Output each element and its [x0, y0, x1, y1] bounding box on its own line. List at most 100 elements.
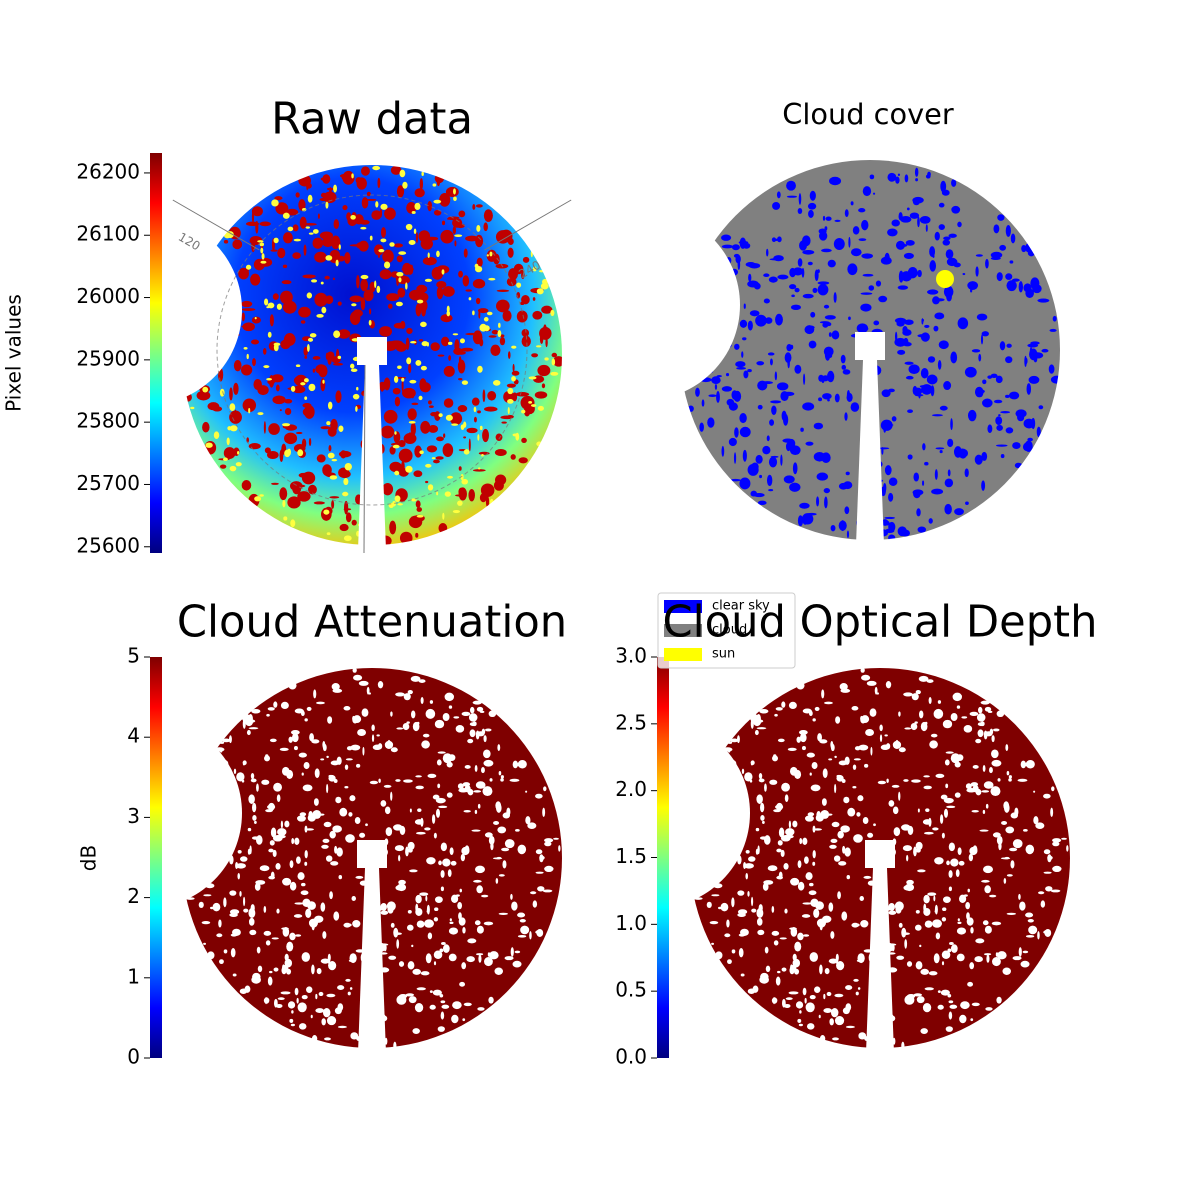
sky-feature — [440, 842, 447, 852]
sky-feature — [819, 1035, 826, 1043]
sky-feature — [799, 240, 808, 251]
colorbar-tick-label: 3 — [127, 804, 140, 828]
sky-feature — [816, 496, 820, 507]
sky-feature — [756, 908, 764, 919]
sky-feature — [394, 495, 401, 502]
sky-feature — [223, 949, 228, 954]
sky-feature — [205, 442, 213, 448]
sky-feature — [841, 364, 847, 370]
sky-feature — [412, 968, 422, 975]
sky-feature — [377, 177, 381, 189]
sky-feature — [996, 710, 1005, 718]
sky-feature — [488, 835, 495, 845]
sky-feature — [993, 224, 1000, 234]
sky-feature — [904, 361, 914, 365]
sky-feature — [355, 875, 364, 879]
sky-feature — [434, 719, 445, 729]
sky-image — [680, 658, 1080, 1058]
sky-feature — [532, 297, 536, 301]
sky-feature — [446, 761, 453, 768]
sky-feature — [481, 454, 484, 457]
sky-feature — [1006, 771, 1010, 776]
sky-feature — [944, 503, 952, 515]
sky-feature — [789, 284, 797, 290]
sky-feature — [415, 894, 422, 904]
sky-feature — [866, 680, 877, 686]
sky-feature — [392, 444, 400, 449]
sky-feature — [351, 303, 357, 307]
sky-feature — [386, 293, 400, 302]
sky-feature — [401, 826, 405, 835]
sky-feature — [266, 306, 270, 309]
sky-feature — [979, 829, 989, 832]
sky-feature — [286, 208, 299, 216]
sky-feature — [888, 1015, 896, 1022]
sky-feature — [184, 392, 192, 402]
sky-feature — [828, 958, 838, 964]
sky-feature — [308, 484, 317, 495]
sky-feature — [537, 886, 545, 892]
sky-feature — [454, 240, 457, 247]
sky-feature — [263, 997, 270, 1004]
sky-feature — [795, 1001, 804, 1009]
sky-feature — [781, 275, 784, 278]
colorbar-tick-label: 2.0 — [615, 777, 647, 801]
sky-feature — [187, 821, 194, 828]
sky-feature — [472, 700, 482, 705]
sky-feature — [415, 831, 426, 835]
sky-feature — [1000, 857, 1011, 860]
sky-feature — [291, 733, 299, 743]
sky-feature — [448, 927, 459, 935]
sky-feature — [954, 792, 961, 798]
sky-feature — [699, 270, 705, 283]
sky-feature — [312, 356, 321, 360]
sky-feature — [380, 800, 387, 807]
sky-feature — [914, 167, 919, 177]
sky-feature — [845, 1003, 852, 1012]
sky-feature — [298, 1023, 307, 1030]
sky-feature — [861, 451, 874, 457]
sky-feature — [516, 282, 522, 288]
sky-feature — [954, 761, 961, 768]
sky-feature — [337, 1025, 347, 1029]
sky-feature — [542, 807, 546, 817]
sky-feature — [475, 730, 480, 740]
sky-feature — [462, 275, 470, 287]
colorbar-tick-label: 5 — [127, 644, 140, 668]
sky-feature — [327, 401, 333, 410]
sky-feature — [784, 352, 792, 364]
sky-feature — [884, 906, 892, 911]
sky-feature — [409, 869, 418, 873]
sky-feature — [333, 184, 337, 193]
sky-feature — [730, 738, 739, 743]
sky-feature — [418, 679, 426, 683]
sky-feature — [351, 173, 354, 179]
sky-feature — [982, 765, 986, 772]
sky-feature — [535, 930, 542, 934]
sky-feature — [730, 478, 741, 482]
sky-feature — [727, 858, 733, 863]
sky-feature — [396, 255, 403, 263]
sky-feature — [535, 345, 542, 348]
sky-feature — [416, 721, 420, 725]
sky-feature — [952, 692, 963, 702]
colorbar-tick-label: 26200 — [76, 159, 140, 183]
sky-feature — [937, 700, 942, 704]
sky-feature — [731, 897, 735, 908]
sky-feature — [476, 885, 483, 894]
sky-feature — [277, 828, 287, 836]
sky-feature — [982, 398, 993, 408]
sky-feature — [415, 775, 422, 778]
sky-feature — [481, 894, 489, 898]
colorbar-label: dB — [77, 845, 101, 871]
sky-feature — [395, 275, 410, 283]
sky-feature — [452, 226, 457, 235]
sky-feature — [311, 1035, 318, 1043]
sky-feature — [722, 747, 733, 752]
sky-feature — [216, 933, 223, 938]
sky-feature — [369, 780, 379, 785]
sky-feature — [442, 443, 454, 457]
sky-feature — [911, 779, 921, 783]
sky-feature — [254, 882, 261, 891]
sky-feature — [933, 325, 939, 332]
